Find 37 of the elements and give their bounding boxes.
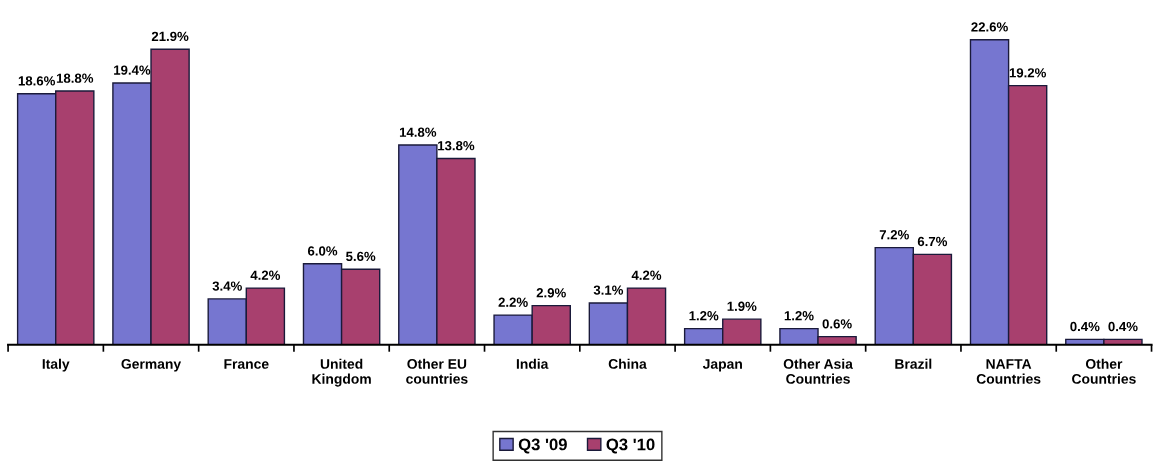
data-label: 4.2%: [250, 270, 281, 280]
x-tick-label: China: [608, 358, 647, 369]
x-tick-label: Germany: [121, 359, 182, 372]
data-label: 1.2%: [689, 311, 719, 321]
x-tick-label: United Kingdom: [312, 358, 371, 387]
x-tick-label: Japan: [702, 359, 742, 372]
data-label: 3.4%: [212, 281, 242, 291]
data-label: 14.8%: [399, 127, 437, 137]
data-label: 0.6%: [822, 319, 852, 329]
legend-label: Q3 '10: [606, 438, 655, 454]
data-label: 2.9%: [536, 288, 566, 298]
data-label: 0.4%: [1108, 321, 1138, 332]
data-label: 19.2%: [1009, 68, 1047, 78]
data-label: 0.4%: [1070, 321, 1100, 332]
data-label: 22.6%: [971, 22, 1008, 32]
data-label: 6.0%: [307, 246, 338, 256]
x-tick-label: India: [516, 358, 549, 369]
data-label: 3.1%: [593, 285, 624, 295]
x-tick-label: Other EU countries: [406, 358, 468, 384]
x-tick-label: Brazil: [895, 358, 932, 369]
data-label: 1.9%: [727, 301, 757, 311]
data-label: 13.8%: [438, 141, 475, 151]
data-label: 2.2%: [498, 297, 528, 307]
data-label: 18.6%: [18, 76, 56, 86]
data-label: 1.2%: [784, 311, 814, 321]
x-tick-label: France: [224, 359, 269, 369]
x-tick-label: Other Countries: [1072, 358, 1136, 384]
data-label: 4.2%: [631, 270, 662, 280]
data-label: 21.9%: [151, 31, 189, 42]
data-label: 7.2%: [879, 230, 909, 240]
x-tick-label: Other Asia Countries: [783, 358, 853, 384]
data-label: 6.7%: [917, 236, 948, 247]
data-label: 5.6%: [346, 251, 376, 262]
x-tick-label: NAFTA Countries: [976, 359, 1041, 384]
x-tick-label: Italy: [42, 358, 70, 372]
legend-label: Q3 '09: [518, 438, 567, 454]
data-label: 18.8%: [56, 73, 94, 83]
